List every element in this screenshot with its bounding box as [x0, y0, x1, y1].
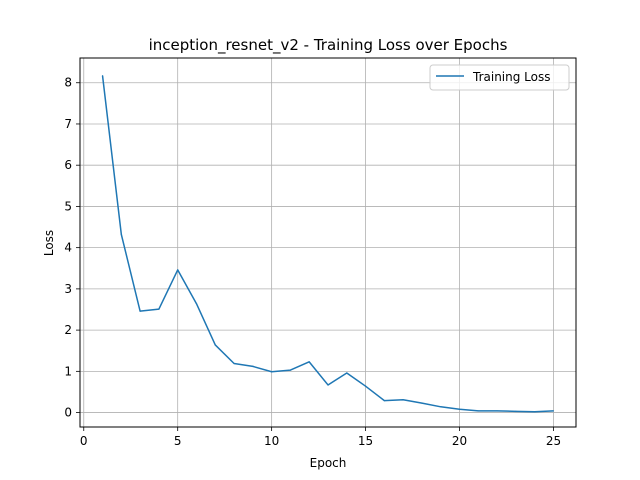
data-point	[515, 410, 517, 412]
y-tick-label: 1	[64, 364, 72, 378]
data-point	[289, 369, 292, 371]
data-point	[458, 408, 461, 410]
x-tick-label: 5	[174, 434, 182, 448]
y-tick-label: 4	[64, 241, 72, 255]
data-point	[177, 269, 179, 271]
data-point	[346, 372, 348, 374]
legend: Training Loss	[429, 64, 570, 91]
axis-ticks: 0 5 10 15 20 25 0 1 2 3 4 5 6 7 8	[64, 76, 561, 448]
data-point	[101, 75, 104, 77]
data-point	[308, 361, 310, 363]
x-tick-label: 0	[80, 434, 88, 448]
y-tick-label: 7	[64, 117, 72, 131]
data-point	[552, 410, 555, 412]
data-point	[364, 385, 367, 387]
legend-box	[429, 64, 570, 91]
data-point	[271, 371, 273, 373]
y-axis-label: Loss	[42, 230, 56, 256]
data-point	[233, 362, 235, 365]
data-point	[402, 399, 404, 401]
grid-lines	[80, 58, 576, 427]
plot-lines	[101, 75, 555, 413]
x-tick-label: 20	[452, 434, 467, 448]
data-point	[534, 411, 536, 413]
y-tick-label: 5	[64, 199, 72, 213]
data-point	[120, 233, 122, 236]
plot-frame	[79, 57, 577, 428]
data-point	[327, 384, 329, 386]
y-tick-label: 6	[64, 158, 72, 172]
data-point	[477, 410, 479, 412]
x-tick-label: 10	[264, 434, 279, 448]
data-point	[139, 310, 141, 312]
data-point	[214, 344, 216, 346]
chart-title: inception_resnet_v2 - Training Loss over…	[149, 36, 508, 55]
x-tick-label: 25	[546, 434, 561, 448]
y-tick-label: 2	[64, 323, 72, 337]
y-tick-label: 8	[64, 76, 72, 90]
data-point	[440, 406, 442, 408]
legend-label: Training Loss	[472, 70, 550, 84]
data-point	[195, 303, 198, 305]
data-point	[252, 365, 254, 367]
data-point	[383, 400, 385, 402]
data-point	[421, 402, 423, 404]
x-tick-label: 15	[358, 434, 373, 448]
x-axis-label: Epoch	[310, 456, 347, 470]
y-tick-label: 3	[64, 282, 72, 296]
data-point	[158, 308, 160, 310]
y-tick-label: 0	[64, 406, 72, 420]
data-point	[496, 410, 498, 412]
